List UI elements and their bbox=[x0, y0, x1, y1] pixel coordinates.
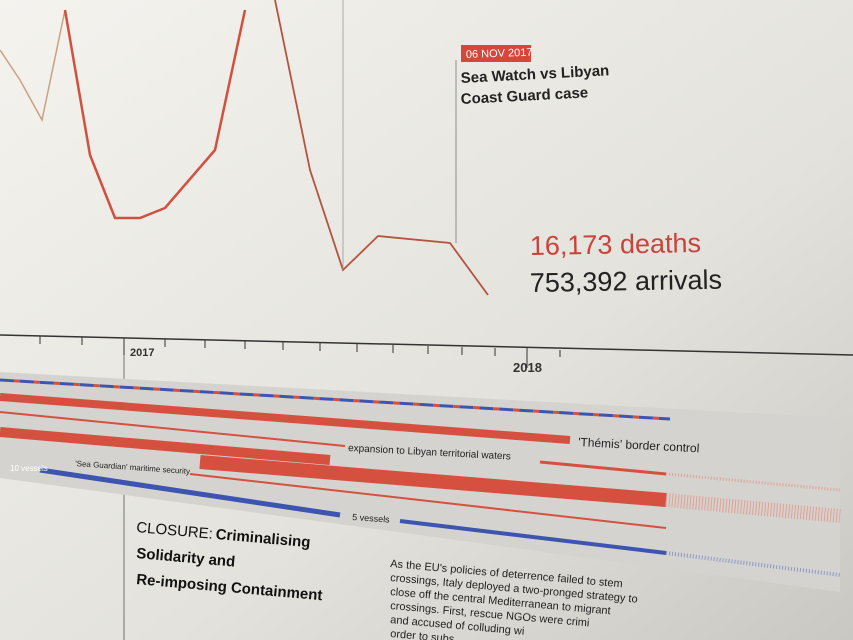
paragraph-line: order to subs bbox=[390, 628, 456, 640]
annotation-date: 06 NOV 2017 bbox=[466, 47, 533, 61]
band-lines bbox=[0, 378, 841, 577]
deaths-total: 16,173 deaths bbox=[530, 228, 702, 261]
timeline-axis bbox=[0, 334, 853, 356]
curve bbox=[63, 9, 247, 220]
band-label: 5 vessels bbox=[352, 512, 391, 525]
annotation-title: Coast Guard case bbox=[460, 84, 588, 108]
section-prefix: CLOSURE: bbox=[136, 519, 214, 543]
curve bbox=[274, 0, 489, 296]
band-label: 10 vessels bbox=[10, 464, 48, 473]
curve bbox=[0, 9, 66, 123]
band-label: 'Thémis' border control bbox=[578, 435, 700, 455]
ticks bbox=[39, 336, 561, 368]
year-label: 2018 bbox=[513, 360, 542, 375]
arrivals-total: 753,392 arrivals bbox=[530, 265, 723, 298]
year-label: 2017 bbox=[130, 347, 154, 359]
date-tag bbox=[461, 45, 531, 62]
